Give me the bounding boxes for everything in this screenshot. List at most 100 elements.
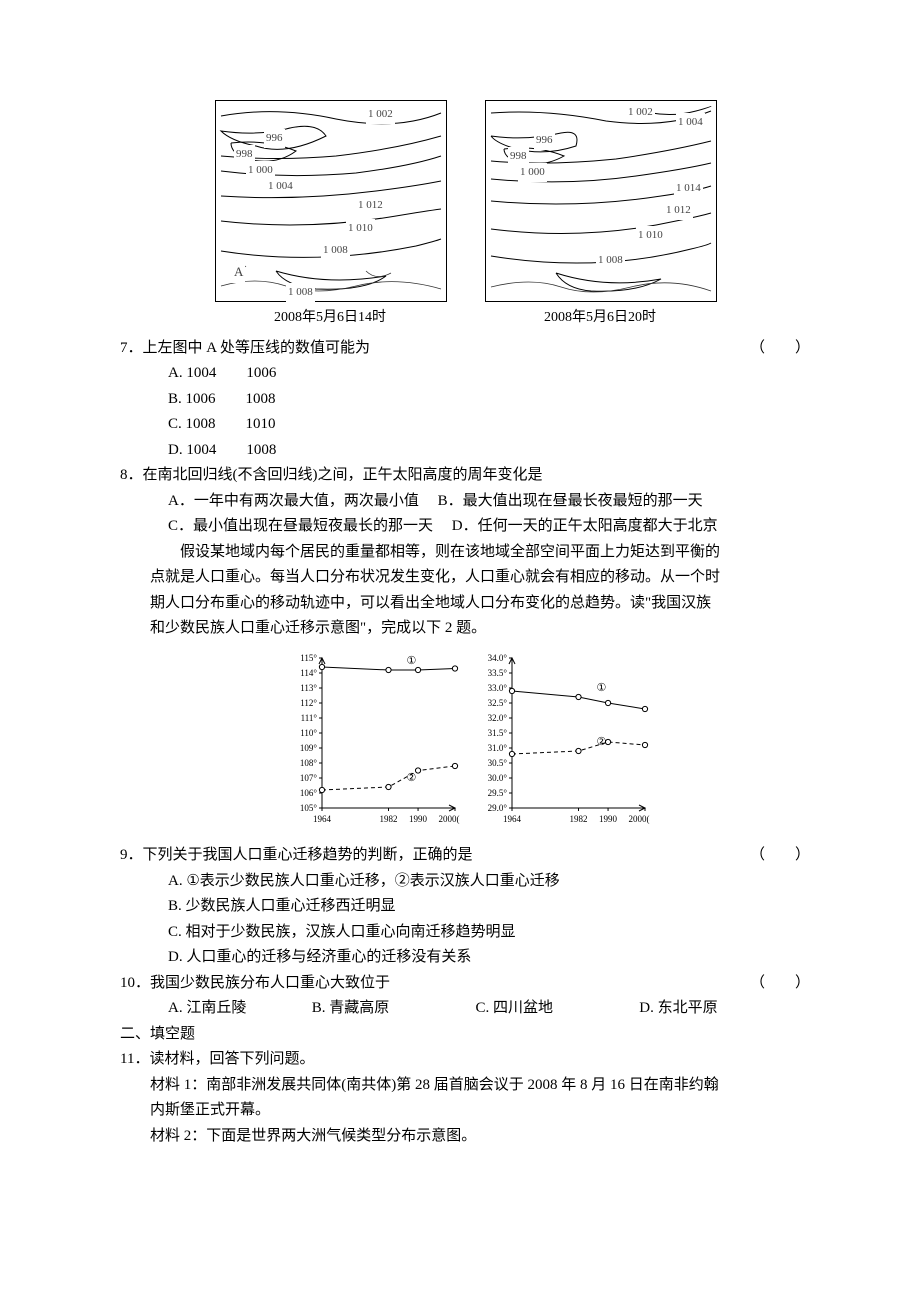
q8-opts-row2: C．最小值出现在昼最短夜最长的那一天 D．任何一天的正午太阳高度都大于北京	[120, 514, 810, 540]
contour-label: 1 002	[626, 103, 655, 122]
q7-opt-c: C. 1008 1010	[120, 412, 810, 438]
contour-label: 1 000	[518, 163, 547, 182]
q8-opt-a: A．一年中有两次最大值，两次最小值	[168, 493, 419, 509]
q9-opt-b: B. 少数民族人口重心迁移西迁明显	[120, 894, 810, 920]
svg-text:108°: 108°	[300, 758, 318, 768]
weather-map-left-frame: 1 002 996 998 1 000 1 004 1 012 1 010 1 …	[215, 100, 447, 302]
q9-paren: （ ）	[750, 843, 810, 869]
svg-text:107°: 107°	[300, 773, 318, 783]
q11-material-1b: 内斯堡正式开幕。	[120, 1098, 810, 1124]
q8-opt-c: C．最小值出现在昼最短夜最长的那一天	[168, 518, 433, 534]
population-chart-right: 34.0°33.5°33.0°32.5°32.0°31.5°31.0°30.5°…	[470, 650, 650, 840]
q11-number: 11．	[120, 1051, 149, 1067]
svg-text:1982: 1982	[380, 814, 398, 824]
q7-stem: 上左图中 A 处等压线的数值可能为	[143, 340, 371, 356]
q10-opt-c: C. 四川盆地	[476, 996, 636, 1022]
q9-stem: 下列关于我国人口重心迁移趋势的判断，正确的是	[143, 847, 473, 863]
svg-text:111°: 111°	[301, 713, 318, 723]
svg-text:1990: 1990	[599, 814, 618, 824]
contour-label: 1 012	[356, 196, 385, 215]
svg-text:32.5°: 32.5°	[488, 698, 508, 708]
exam-page: 1 002 996 998 1 000 1 004 1 012 1 010 1 …	[0, 0, 920, 1249]
q10-opt-a: A. 江南丘陵	[168, 996, 308, 1022]
q11-material-1a: 材料 1：南部非洲发展共同体(南共体)第 28 届首脑会议于 2008 年 8 …	[120, 1073, 810, 1099]
svg-text:33.5°: 33.5°	[488, 668, 508, 678]
q7-number: 7．	[120, 340, 143, 356]
svg-text:109°: 109°	[300, 743, 318, 753]
svg-text:32.0°: 32.0°	[488, 713, 508, 723]
contour-label: 1 002	[366, 105, 395, 124]
weather-maps-row: 1 002 996 998 1 000 1 004 1 012 1 010 1 …	[120, 100, 810, 330]
q8-opts-row1: A．一年中有两次最大值，两次最小值 B．最大值出现在昼最长夜最短的那一天	[120, 489, 810, 515]
svg-text:2000(年): 2000(年)	[439, 813, 461, 824]
question-7: 7．上左图中 A 处等压线的数值可能为 （ ）	[120, 336, 810, 362]
svg-text:29.0°: 29.0°	[488, 803, 508, 813]
q10-stem: 我国少数民族分布人口重心大致位于	[150, 975, 390, 991]
svg-text:①: ①	[597, 682, 607, 694]
weather-map-left: 1 002 996 998 1 000 1 004 1 012 1 010 1 …	[215, 100, 445, 330]
svg-text:113°: 113°	[300, 683, 317, 693]
population-chart-left: 115° 114° 113° 112° 111° 110° 109° 108° 107° 106°…	[280, 650, 460, 840]
chart-left-svg: 115° 114° 113° 112° 111° 110° 109° 108° 107° 106°…	[280, 650, 460, 830]
point-a-marker: A	[232, 261, 245, 283]
q7-opt-b: B. 1006 1008	[120, 387, 810, 413]
svg-text:1964: 1964	[313, 814, 332, 824]
question-9: 9．下列关于我国人口重心迁移趋势的判断，正确的是 （ ）	[120, 843, 810, 869]
q10-opt-d: D. 东北平原	[639, 996, 717, 1022]
svg-text:②: ②	[597, 736, 607, 748]
contour-label: 1 010	[346, 219, 375, 238]
q9-opt-a: A. ①表示少数民族人口重心迁移，②表示汉族人口重心迁移	[120, 869, 810, 895]
q10-paren: （ ）	[750, 971, 810, 997]
map-right-caption: 2008年5月6日20时	[485, 306, 715, 330]
svg-text:1982: 1982	[570, 814, 588, 824]
weather-map-right: 1 002 1 004 996 998 1 000 1 014 1 012 1 …	[485, 100, 715, 330]
q10-opt-b: B. 青藏高原	[312, 996, 472, 1022]
intro-line-2: 点就是人口重心。每当人口分布状况发生变化，人口重心就会有相应的移动。从一个时	[120, 565, 810, 591]
question-8: 8．在南北回归线(不含回归线)之间，正午太阳高度的周年变化是	[120, 463, 810, 489]
q11-material-2: 材料 2：下面是世界两大洲气候类型分布示意图。	[120, 1124, 810, 1150]
svg-text:①: ①	[407, 655, 417, 667]
population-charts-row: 115° 114° 113° 112° 111° 110° 109° 108° 107° 106°…	[120, 650, 810, 840]
svg-text:31.0°: 31.0°	[488, 743, 508, 753]
svg-text:105°: 105°	[300, 803, 318, 813]
intro-line-4: 和少数民族人口重心迁移示意图"，完成以下 2 题。	[120, 616, 810, 642]
svg-text:106°: 106°	[300, 788, 318, 798]
q7-opt-d: D. 1004 1008	[120, 438, 810, 464]
q8-opt-b: B．最大值出现在昼最长夜最短的那一天	[438, 493, 703, 509]
weather-map-left-svg	[216, 101, 446, 301]
contour-label: 1 012	[664, 201, 693, 220]
svg-text:115°: 115°	[300, 653, 317, 663]
q8-number: 8．	[120, 467, 143, 483]
contour-label: 1 008	[321, 241, 350, 260]
contour-label: 1 004	[266, 177, 295, 196]
q8-opt-d: D．任何一天的正午太阳高度都大于北京	[452, 518, 718, 534]
contour-label: 996	[264, 129, 285, 148]
q7-opt-a: A. 1004 1006	[120, 361, 810, 387]
weather-map-right-frame: 1 002 1 004 996 998 1 000 1 014 1 012 1 …	[485, 100, 717, 302]
map-left-caption: 2008年5月6日14时	[215, 306, 445, 330]
contour-label: 1 004	[676, 113, 705, 132]
intro-line-1: 假设某地域内每个居民的重量都相等，则在该地域全部空间平面上力矩达到平衡的	[120, 540, 810, 566]
q8-stem: 在南北回归线(不含回归线)之间，正午太阳高度的周年变化是	[143, 467, 543, 483]
svg-text:112°: 112°	[300, 698, 317, 708]
contour-label: 1 008	[596, 251, 625, 270]
q10-number: 10．	[120, 975, 150, 991]
question-11: 11．读材料，回答下列问题。	[120, 1047, 810, 1073]
q9-opt-d: D. 人口重心的迁移与经济重心的迁移没有关系	[120, 945, 810, 971]
q10-options: A. 江南丘陵 B. 青藏高原 C. 四川盆地 D. 东北平原	[120, 996, 810, 1022]
q9-opt-c: C. 相对于少数民族，汉族人口重心向南迁移趋势明显	[120, 920, 810, 946]
q9-number: 9．	[120, 847, 143, 863]
intro-line-3: 期人口分布重心的移动轨迹中，可以看出全地域人口分布变化的总趋势。读"我国汉族	[120, 591, 810, 617]
svg-text:1990: 1990	[409, 814, 428, 824]
svg-text:33.0°: 33.0°	[488, 683, 508, 693]
chart-right-svg: 34.0°33.5°33.0°32.5°32.0°31.5°31.0°30.5°…	[470, 650, 650, 830]
q7-paren: （ ）	[750, 336, 810, 362]
q11-stem: 读材料，回答下列问题。	[149, 1051, 314, 1067]
svg-text:30.0°: 30.0°	[488, 773, 508, 783]
svg-text:2000(年): 2000(年)	[629, 813, 651, 824]
contour-label: 1 014	[674, 179, 703, 198]
svg-text:114°: 114°	[300, 668, 317, 678]
svg-text:②: ②	[407, 772, 417, 784]
svg-text:110°: 110°	[300, 728, 317, 738]
svg-text:29.5°: 29.5°	[488, 788, 508, 798]
